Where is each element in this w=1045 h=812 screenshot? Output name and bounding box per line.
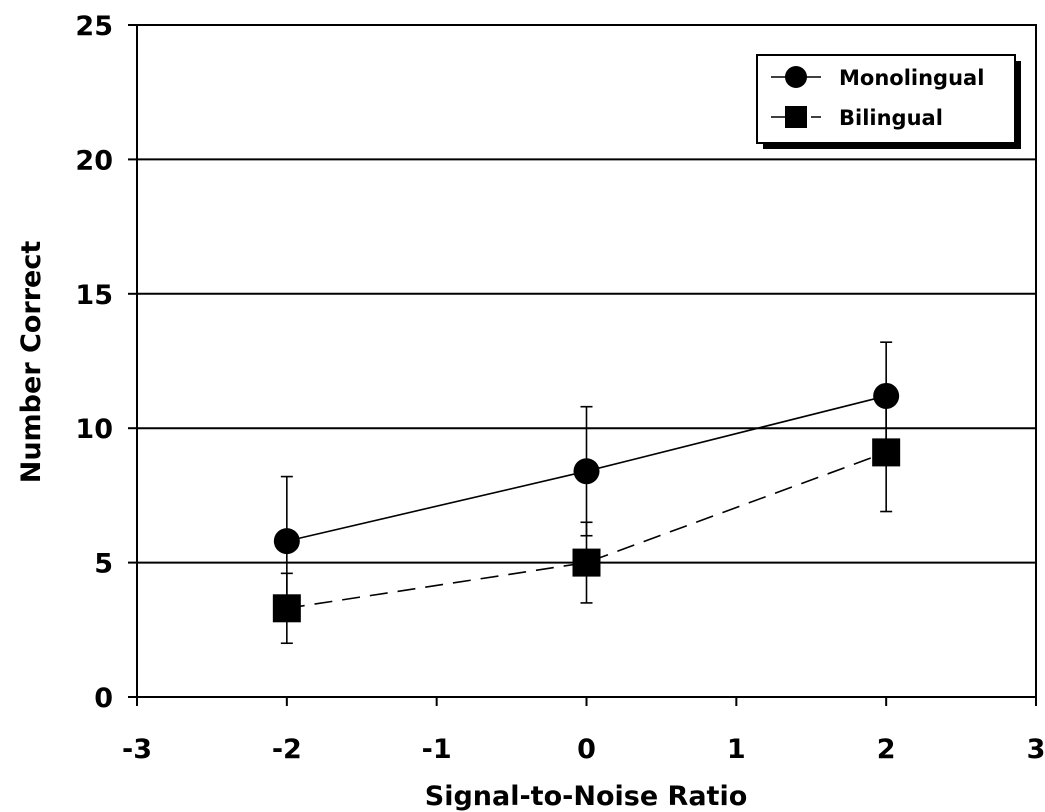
y-tick-label: 0 (94, 683, 113, 714)
data-point-square (872, 438, 901, 467)
legend-label-monolingual: Monolingual (839, 66, 984, 90)
y-tick-label: 25 (75, 11, 113, 42)
data-point-circle (273, 528, 300, 555)
series-line (286, 451, 887, 610)
y-axis-title: Number Correct (16, 241, 47, 484)
y-tick-label: 15 (75, 280, 113, 311)
y-tick-label: 10 (75, 414, 113, 445)
series-layer (272, 341, 901, 645)
legend-label-bilingual: Bilingual (839, 106, 943, 130)
data-point-square (572, 548, 601, 577)
y-tick-label: 20 (75, 145, 113, 176)
legend-marker-square (785, 106, 807, 128)
tick-labels: -3 -2 -1 0 1 2 3 0 5 10 15 20 25 (75, 11, 1045, 765)
x-tick-label: -1 (422, 734, 452, 765)
x-tick-label: 3 (1027, 734, 1045, 765)
x-tick-label: 0 (577, 734, 596, 765)
x-tick-label: -2 (272, 734, 302, 765)
axes (128, 24, 1037, 706)
legend-marker-circle (785, 66, 807, 88)
x-tick-label: -3 (122, 734, 152, 765)
x-tick-label: 1 (727, 734, 746, 765)
y-tick-label: 5 (94, 549, 113, 580)
data-point-square (272, 594, 301, 623)
data-point-circle (573, 458, 600, 485)
legend: Monolingual Bilingual (756, 54, 1021, 149)
series-bilingual (272, 392, 901, 645)
x-tick-label: 2 (877, 734, 896, 765)
x-axis-title: Signal-to-Noise Ratio (425, 781, 748, 812)
